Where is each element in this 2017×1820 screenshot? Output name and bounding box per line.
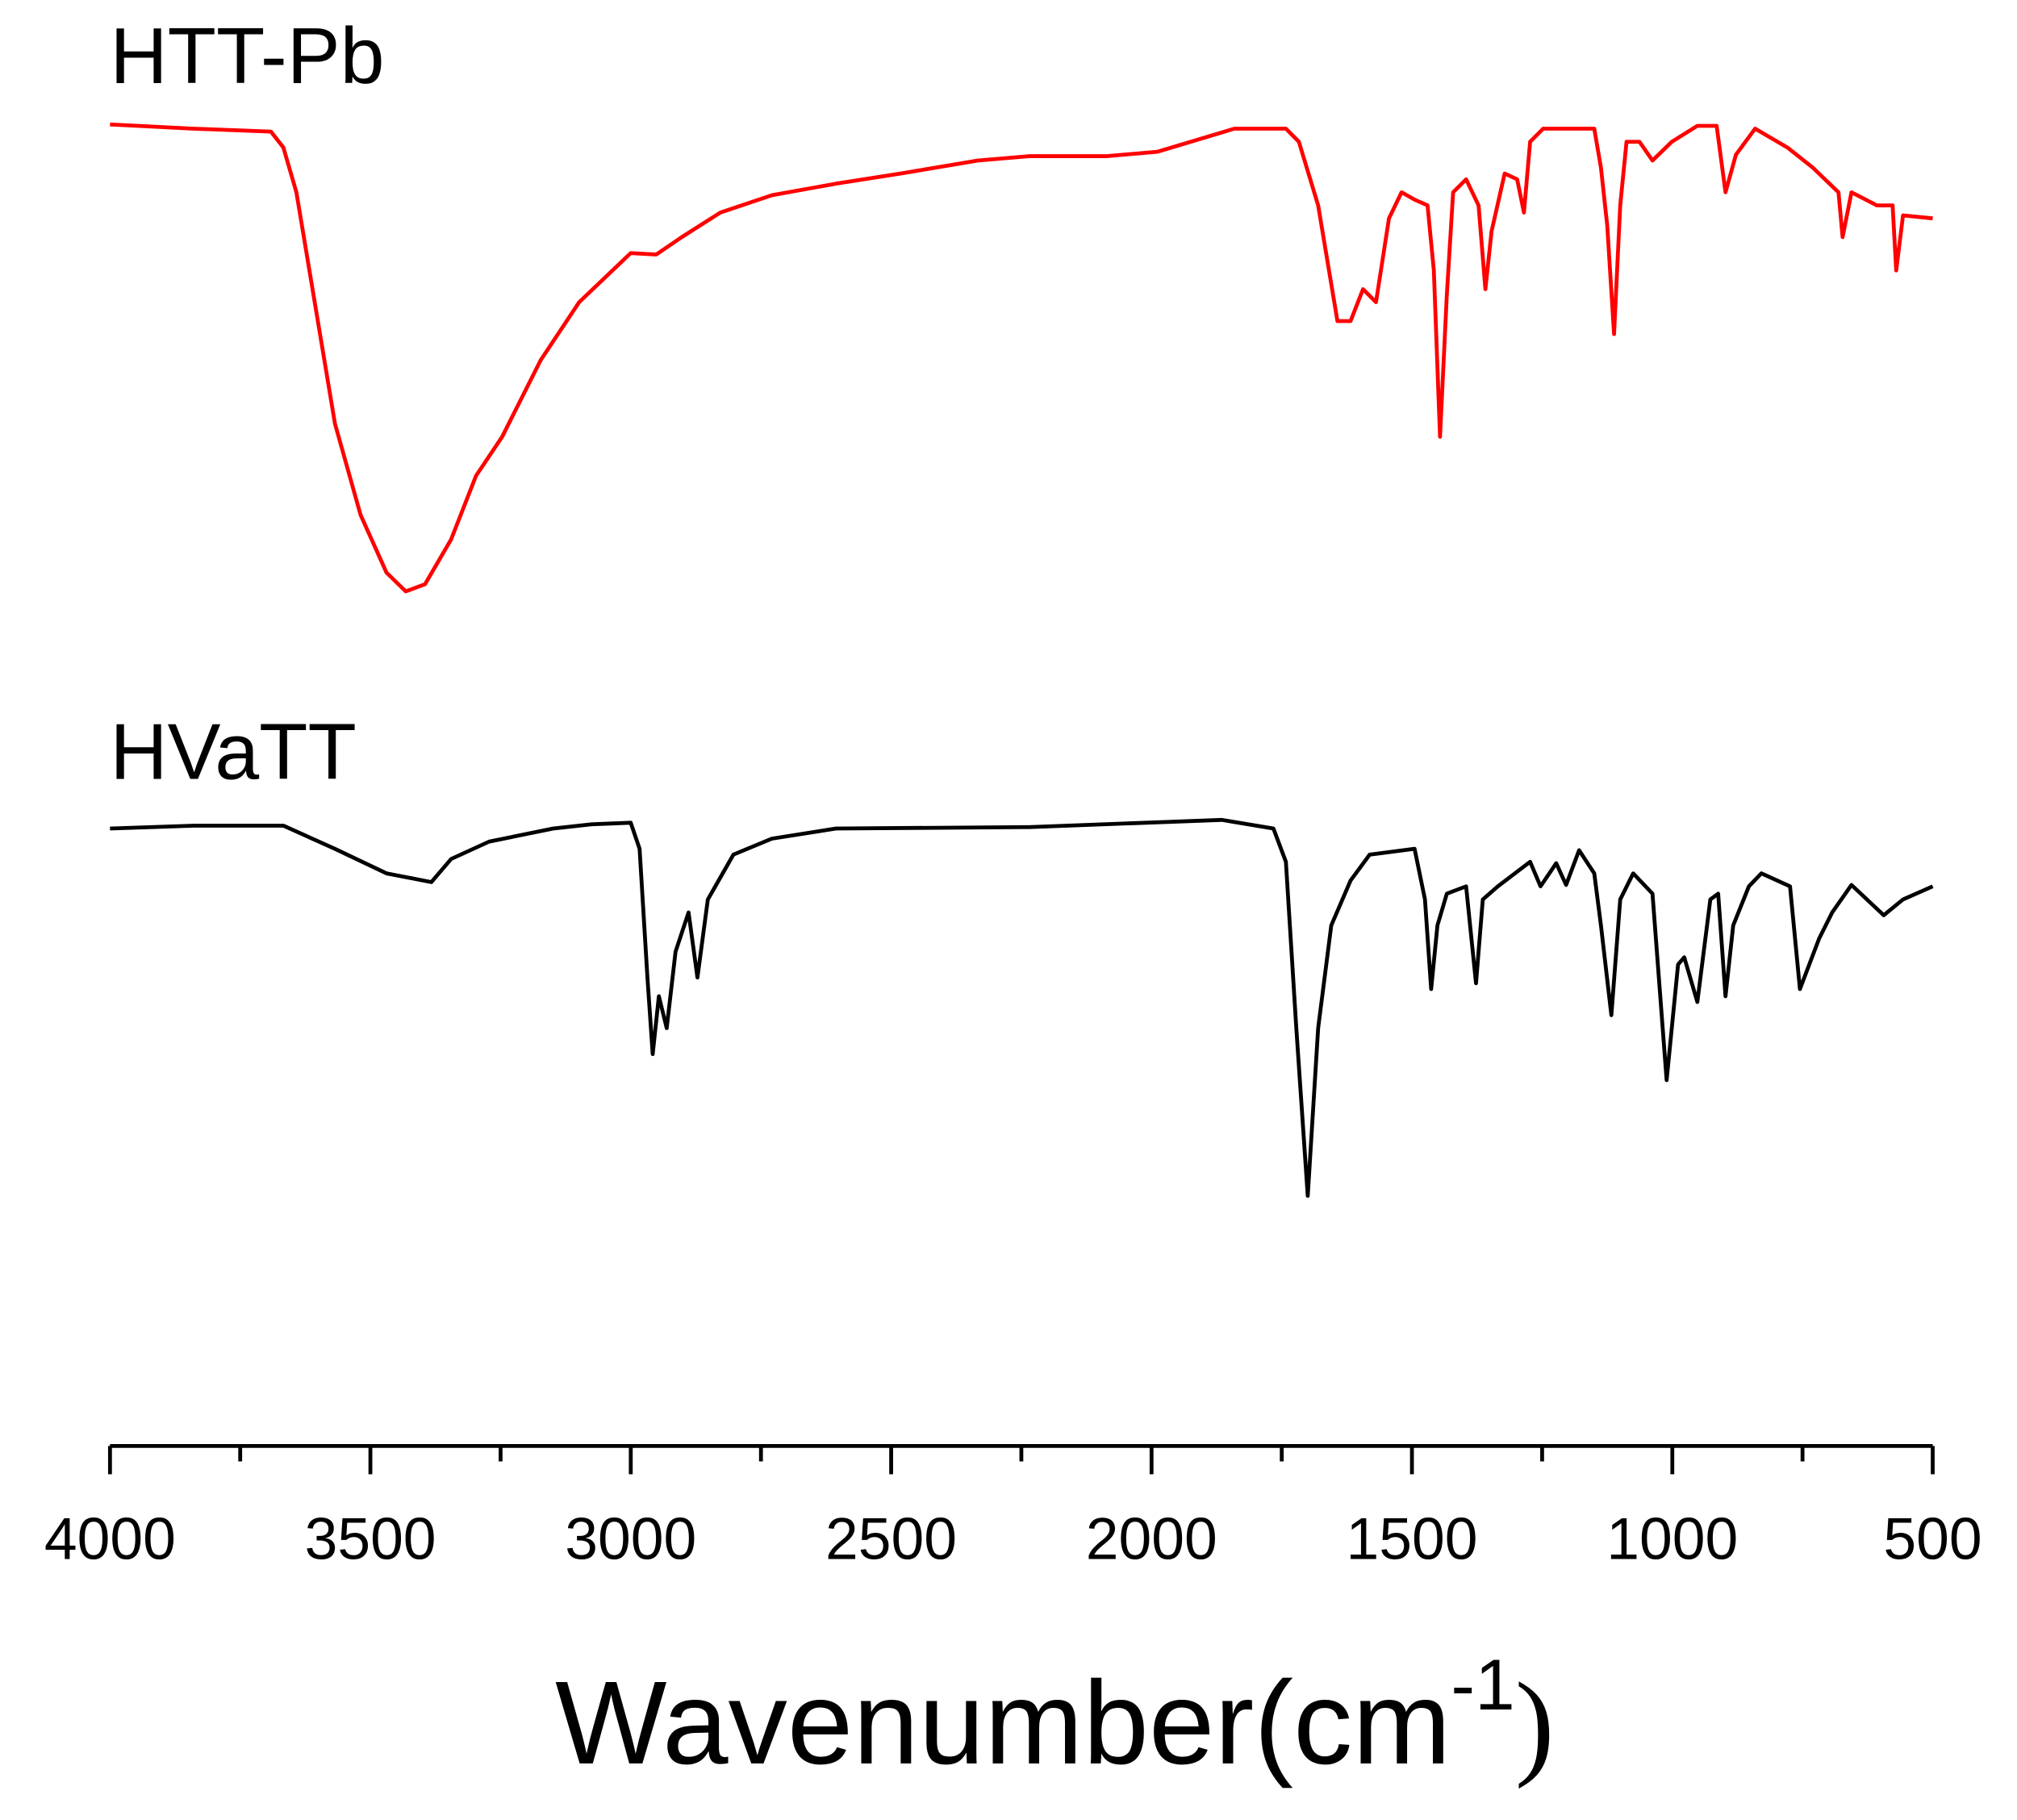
series-label: HTT-Pb — [110, 11, 384, 100]
x-tick-label: 3500 — [305, 1506, 436, 1572]
x-tick-label: 1000 — [1606, 1506, 1738, 1572]
x-axis-label: Wavenumber(cm-1) — [555, 1644, 1554, 1789]
series-label: HVaTT — [110, 707, 356, 795]
x-axis-label-superscript: -1 — [1451, 1644, 1514, 1725]
x-tick-label: 1500 — [1347, 1506, 1478, 1572]
x-tick-label: 4000 — [44, 1506, 176, 1572]
x-tick-label: 500 — [1883, 1506, 1982, 1572]
x-tick-label: 3000 — [565, 1506, 696, 1572]
x-axis-label-text: Wavenumber(cm — [555, 1657, 1451, 1789]
x-tick-label: 2500 — [825, 1506, 957, 1572]
spectrum-line — [110, 817, 1934, 1198]
spectrum-line — [110, 122, 1933, 594]
x-tick-label: 2000 — [1086, 1506, 1217, 1572]
x-axis-label-close: ) — [1515, 1658, 1555, 1789]
